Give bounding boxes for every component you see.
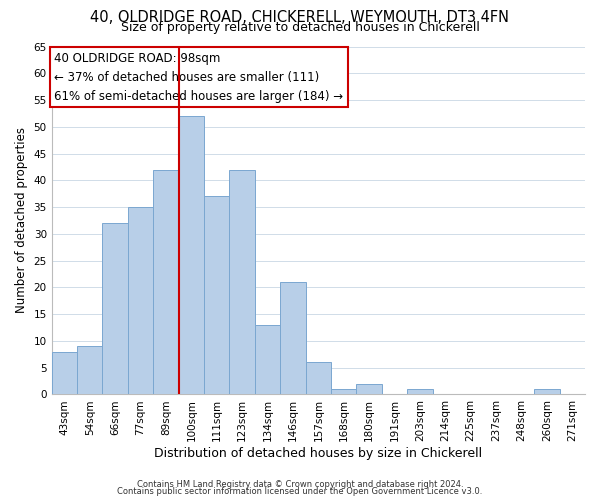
Text: 40, OLDRIDGE ROAD, CHICKERELL, WEYMOUTH, DT3 4FN: 40, OLDRIDGE ROAD, CHICKERELL, WEYMOUTH,… [91,10,509,25]
Y-axis label: Number of detached properties: Number of detached properties [15,128,28,314]
Bar [356,384,382,394]
Text: 40 OLDRIDGE ROAD: 98sqm
← 37% of detached houses are smaller (111)
61% of semi-d: 40 OLDRIDGE ROAD: 98sqm ← 37% of detache… [55,52,343,102]
Bar [229,170,255,394]
Bar [77,346,103,395]
Bar [407,389,433,394]
Text: Size of property relative to detached houses in Chickerell: Size of property relative to detached ho… [121,21,479,34]
Bar [534,389,560,394]
Bar [331,389,356,394]
Bar [52,352,77,395]
Bar [128,207,153,394]
Bar [103,223,128,394]
Bar [204,196,229,394]
Bar [255,325,280,394]
Text: Contains HM Land Registry data © Crown copyright and database right 2024.: Contains HM Land Registry data © Crown c… [137,480,463,489]
Bar [305,362,331,394]
Bar [153,170,179,394]
Bar [179,116,204,394]
X-axis label: Distribution of detached houses by size in Chickerell: Distribution of detached houses by size … [154,447,482,460]
Bar [280,282,305,395]
Text: Contains public sector information licensed under the Open Government Licence v3: Contains public sector information licen… [118,487,482,496]
